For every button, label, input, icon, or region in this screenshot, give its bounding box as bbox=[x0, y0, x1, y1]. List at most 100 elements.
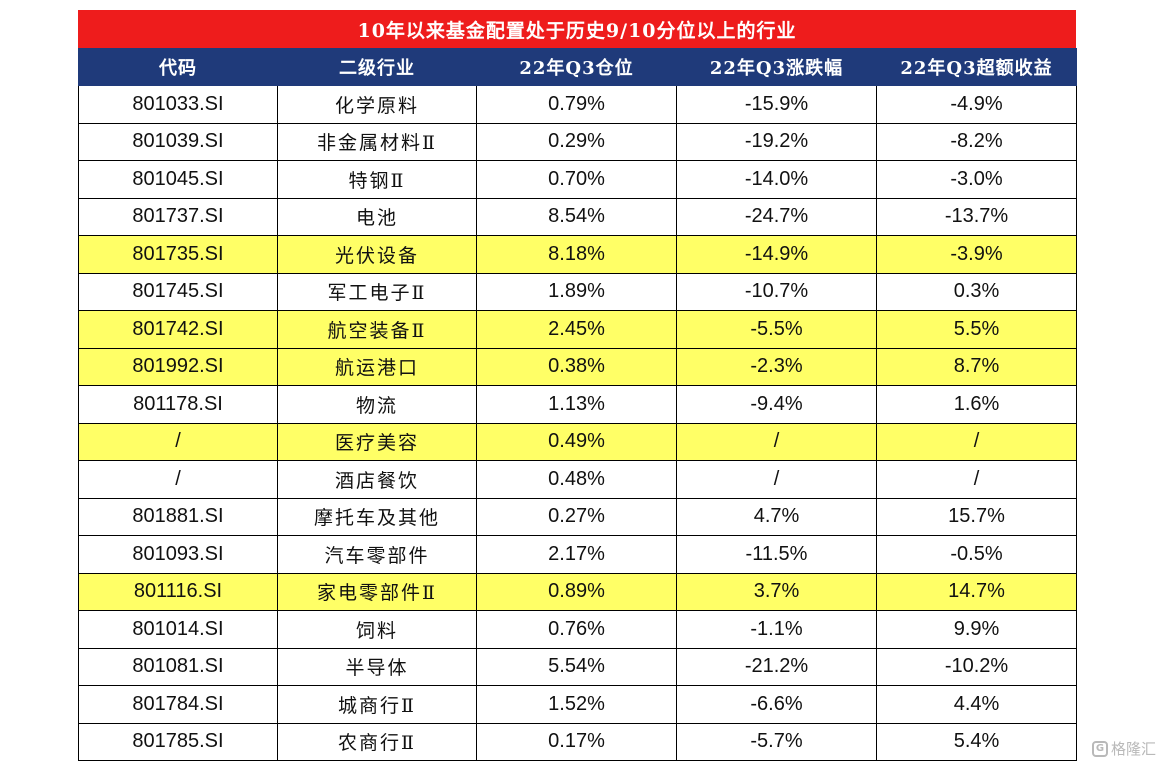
cell-change: / bbox=[676, 422, 877, 461]
table-row: 801745.SI 军工电子Ⅱ 1.89% -10.7% 0.3% bbox=[78, 272, 1077, 311]
cell-position: 0.38% bbox=[476, 347, 677, 386]
table-row: 801735.SI 光伏设备 8.18% -14.9% -3.9% bbox=[78, 235, 1077, 274]
cell-code: 801742.SI bbox=[78, 310, 278, 349]
cell-code: / bbox=[78, 422, 278, 461]
cell-position: 0.17% bbox=[476, 722, 677, 761]
cell-change: 4.7% bbox=[676, 497, 877, 536]
cell-excess: -10.2% bbox=[876, 647, 1077, 686]
table-row: / 酒店餐饮 0.48% / / bbox=[78, 460, 1077, 499]
table-row: 801881.SI 摩托车及其他 0.27% 4.7% 15.7% bbox=[78, 497, 1077, 536]
cell-excess: 1.6% bbox=[876, 385, 1077, 424]
cell-excess: 5.5% bbox=[876, 310, 1077, 349]
cell-industry: 军工电子Ⅱ bbox=[277, 272, 477, 311]
cell-industry: 电池 bbox=[277, 197, 477, 236]
cell-code: 801039.SI bbox=[78, 122, 278, 161]
watermark: G 格隆汇 bbox=[1091, 738, 1156, 759]
cell-industry: 航运港口 bbox=[277, 347, 477, 386]
cell-position: 5.54% bbox=[476, 647, 677, 686]
cell-position: 2.17% bbox=[476, 535, 677, 574]
cell-code: 801178.SI bbox=[78, 385, 278, 424]
cell-excess: 15.7% bbox=[876, 497, 1077, 536]
cell-excess: -13.7% bbox=[876, 197, 1077, 236]
cell-code: 801093.SI bbox=[78, 535, 278, 574]
cell-change: -19.2% bbox=[676, 122, 877, 161]
cell-position: 0.27% bbox=[476, 497, 677, 536]
cell-excess: -0.5% bbox=[876, 535, 1077, 574]
table-row: 801014.SI 饲料 0.76% -1.1% 9.9% bbox=[78, 610, 1077, 649]
cell-position: 1.52% bbox=[476, 685, 677, 724]
cell-industry: 酒店餐饮 bbox=[277, 460, 477, 499]
cell-industry: 饲料 bbox=[277, 610, 477, 649]
cell-position: 0.79% bbox=[476, 85, 677, 124]
cell-excess: / bbox=[876, 422, 1077, 461]
cell-change: -11.5% bbox=[676, 535, 877, 574]
table-row: 801116.SI 家电零部件Ⅱ 0.89% 3.7% 14.7% bbox=[78, 572, 1077, 611]
cell-code: 801045.SI bbox=[78, 160, 278, 199]
cell-position: 8.54% bbox=[476, 197, 677, 236]
cell-code: 801737.SI bbox=[78, 197, 278, 236]
cell-code: 801014.SI bbox=[78, 610, 278, 649]
table-row: 801178.SI 物流 1.13% -9.4% 1.6% bbox=[78, 385, 1077, 424]
cell-industry: 光伏设备 bbox=[277, 235, 477, 274]
table-row: 801785.SI 农商行Ⅱ 0.17% -5.7% 5.4% bbox=[78, 722, 1077, 761]
cell-position: 0.29% bbox=[476, 122, 677, 161]
cell-position: 1.13% bbox=[476, 385, 677, 424]
cell-change: -6.6% bbox=[676, 685, 877, 724]
cell-industry: 航空装备Ⅱ bbox=[277, 310, 477, 349]
table-row: 801784.SI 城商行Ⅱ 1.52% -6.6% 4.4% bbox=[78, 685, 1077, 724]
cell-position: 0.70% bbox=[476, 160, 677, 199]
cell-industry: 非金属材料Ⅱ bbox=[277, 122, 477, 161]
cell-excess: 5.4% bbox=[876, 722, 1077, 761]
cell-position: 1.89% bbox=[476, 272, 677, 311]
cell-position: 2.45% bbox=[476, 310, 677, 349]
table-row: 801992.SI 航运港口 0.38% -2.3% 8.7% bbox=[78, 347, 1077, 386]
cell-change: -2.3% bbox=[676, 347, 877, 386]
cell-code: 801992.SI bbox=[78, 347, 278, 386]
cell-industry: 汽车零部件 bbox=[277, 535, 477, 574]
cell-change: -14.9% bbox=[676, 235, 877, 274]
cell-position: 8.18% bbox=[476, 235, 677, 274]
industry-table: 代码 二级行业 22年Q3仓位 22年Q3涨跌幅 22年Q3超额收益 80103… bbox=[78, 48, 1077, 761]
cell-change: / bbox=[676, 460, 877, 499]
cell-excess: / bbox=[876, 460, 1077, 499]
cell-change: -1.1% bbox=[676, 610, 877, 649]
column-header-code: 代码 bbox=[78, 48, 278, 86]
header-row: 代码 二级行业 22年Q3仓位 22年Q3涨跌幅 22年Q3超额收益 bbox=[78, 48, 1077, 86]
cell-industry: 城商行Ⅱ bbox=[277, 685, 477, 724]
table-title: 10年以来基金配置处于历史9/10分位以上的行业 bbox=[78, 10, 1076, 48]
cell-excess: 4.4% bbox=[876, 685, 1077, 724]
watermark-text: 格隆汇 bbox=[1110, 740, 1156, 758]
cell-position: 0.89% bbox=[476, 572, 677, 611]
cell-industry: 摩托车及其他 bbox=[277, 497, 477, 536]
industry-table-container: 10年以来基金配置处于历史9/10分位以上的行业 代码 二级行业 22年Q3仓位… bbox=[78, 10, 1077, 761]
cell-code: 801033.SI bbox=[78, 85, 278, 124]
table-row: 801081.SI 半导体 5.54% -21.2% -10.2% bbox=[78, 647, 1077, 686]
cell-change: -10.7% bbox=[676, 272, 877, 311]
column-header-industry: 二级行业 bbox=[277, 48, 477, 86]
cell-change: 3.7% bbox=[676, 572, 877, 611]
cell-excess: 8.7% bbox=[876, 347, 1077, 386]
cell-excess: 9.9% bbox=[876, 610, 1077, 649]
column-header-excess: 22年Q3超额收益 bbox=[876, 48, 1077, 86]
cell-code: 801784.SI bbox=[78, 685, 278, 724]
table-row: 801742.SI 航空装备Ⅱ 2.45% -5.5% 5.5% bbox=[78, 310, 1077, 349]
cell-excess: -3.9% bbox=[876, 235, 1077, 274]
cell-industry: 特钢Ⅱ bbox=[277, 160, 477, 199]
cell-change: -5.7% bbox=[676, 722, 877, 761]
table-row: 801039.SI 非金属材料Ⅱ 0.29% -19.2% -8.2% bbox=[78, 122, 1077, 161]
table-row: 801093.SI 汽车零部件 2.17% -11.5% -0.5% bbox=[78, 535, 1077, 574]
gelonghui-logo-icon: G bbox=[1091, 740, 1108, 757]
cell-change: -5.5% bbox=[676, 310, 877, 349]
cell-excess: -3.0% bbox=[876, 160, 1077, 199]
table-body: 801033.SI 化学原料 0.79% -15.9% -4.9% 801039.SI 非金… bbox=[78, 85, 1077, 761]
table-row: 801033.SI 化学原料 0.79% -15.9% -4.9% bbox=[78, 85, 1077, 124]
cell-industry: 化学原料 bbox=[277, 85, 477, 124]
cell-excess: -4.9% bbox=[876, 85, 1077, 124]
cell-code: / bbox=[78, 460, 278, 499]
cell-industry: 农商行Ⅱ bbox=[277, 722, 477, 761]
cell-change: -15.9% bbox=[676, 85, 877, 124]
cell-change: -24.7% bbox=[676, 197, 877, 236]
cell-code: 801735.SI bbox=[78, 235, 278, 274]
cell-code: 801881.SI bbox=[78, 497, 278, 536]
cell-change: -21.2% bbox=[676, 647, 877, 686]
